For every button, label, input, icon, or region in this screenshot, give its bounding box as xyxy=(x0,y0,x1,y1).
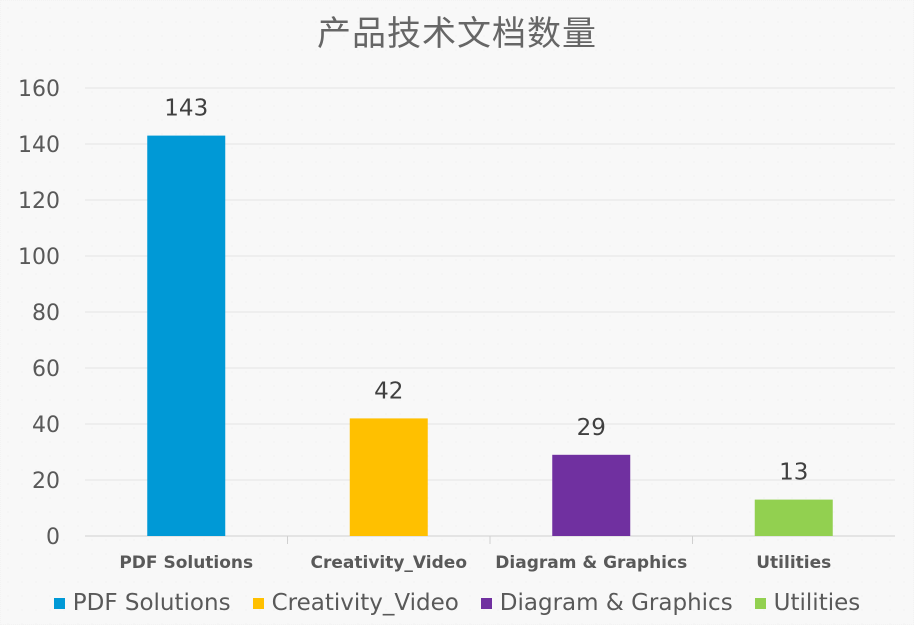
data-label: 42 xyxy=(374,378,403,404)
x-axis: PDF Solutions Creativity_Video Diagram & G… xyxy=(119,536,831,573)
legend-swatch xyxy=(754,597,766,609)
legend-label: Diagram & Graphics xyxy=(499,590,733,616)
legend-swatch xyxy=(480,597,492,609)
legend-swatch xyxy=(53,597,65,609)
y-tick-label: 40 xyxy=(32,413,60,438)
legend-label: PDF Solutions xyxy=(72,590,231,616)
legend-label: Utilities xyxy=(773,590,861,616)
legend-item: Diagram & Graphics xyxy=(480,590,733,616)
x-tick-label: PDF Solutions xyxy=(119,553,253,573)
bar xyxy=(349,418,428,536)
data-label: 29 xyxy=(577,415,606,441)
data-label: 143 xyxy=(164,96,208,122)
legend-swatch xyxy=(252,597,264,609)
legend-label: Creativity_Video xyxy=(271,590,459,616)
bar xyxy=(147,135,226,536)
x-tick-label: Diagram & Graphics xyxy=(495,553,687,573)
y-tick-label: 80 xyxy=(32,301,60,326)
legend-item: PDF Solutions xyxy=(53,590,231,616)
x-tick-label: Creativity_Video xyxy=(311,553,468,573)
chart-legend: PDF Solutions Creativity_Video Diagram & G… xyxy=(0,590,914,616)
y-tick-label: 140 xyxy=(18,133,60,158)
chart-title: 产品技术文档数量 xyxy=(317,14,597,54)
y-axis: 0 20 40 60 80 100 120 140 160 xyxy=(18,77,60,550)
x-tick-label: Utilities xyxy=(756,553,831,573)
bar xyxy=(754,499,833,536)
legend-item: Utilities xyxy=(754,590,861,616)
data-labels: 143 42 29 13 xyxy=(164,96,808,486)
bars xyxy=(147,135,833,536)
y-tick-label: 60 xyxy=(32,357,60,382)
y-tick-label: 160 xyxy=(18,77,60,102)
y-tick-label: 100 xyxy=(18,245,60,270)
legend-item: Creativity_Video xyxy=(252,590,459,616)
y-tick-label: 0 xyxy=(46,525,60,550)
y-tick-label: 20 xyxy=(32,469,60,494)
data-label: 13 xyxy=(779,460,808,486)
bar xyxy=(552,454,631,536)
y-tick-label: 120 xyxy=(18,189,60,214)
